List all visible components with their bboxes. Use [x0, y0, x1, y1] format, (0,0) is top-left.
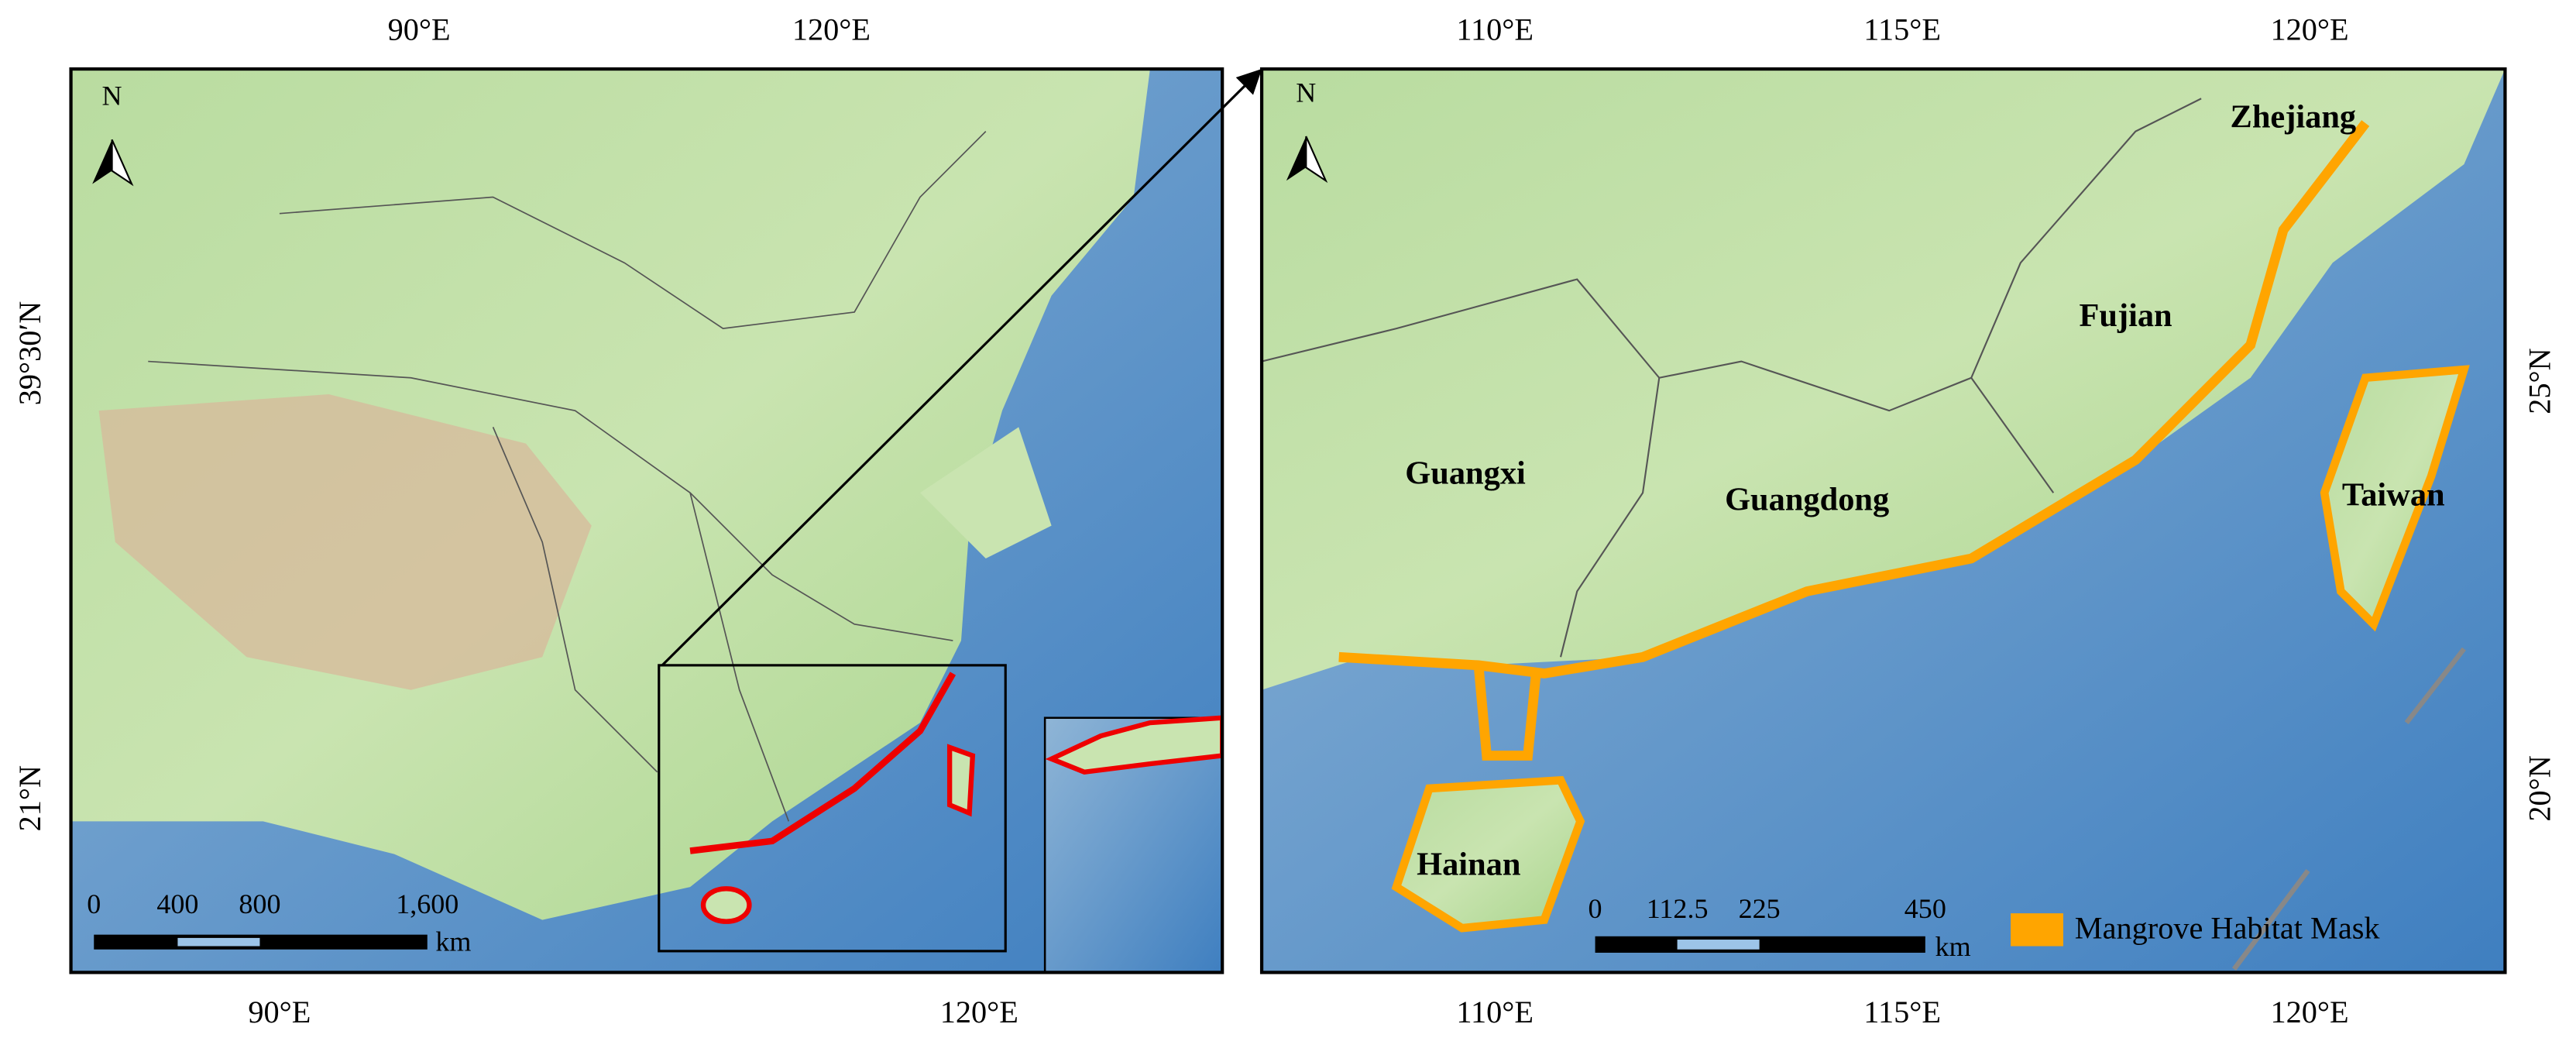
right-frame: [1259, 67, 2507, 974]
scale-label: 0: [1589, 893, 1602, 924]
top-tick-label: 120°E: [2270, 12, 2348, 47]
bottom-tick-label: 110°E: [1456, 995, 1534, 1029]
scale-label: 800: [239, 888, 280, 919]
bottom-tick-label: 90°E: [248, 995, 311, 1029]
region-label: Fujian: [2079, 297, 2172, 334]
bottom-tick-label: 115°E: [1863, 995, 1941, 1029]
top-tick-label: 115°E: [1863, 12, 1941, 47]
top-tick-label: 120°E: [792, 12, 871, 47]
right-tick-label: 25°N: [2522, 348, 2557, 414]
region-label: Zhejiang: [2231, 99, 2357, 136]
scale-label: 225: [1739, 893, 1781, 924]
inset-box: [658, 664, 1007, 953]
right-map-body: [1262, 69, 2506, 973]
scale-label: 112.5: [1647, 893, 1709, 924]
region-label: Guangdong: [1725, 482, 1889, 518]
scale-label: 450: [1905, 893, 1946, 924]
legend-label: Mangrove Habitat Mask: [2075, 911, 2381, 946]
bottom-tick-label: 120°E: [2270, 995, 2348, 1029]
scale-bar: [94, 934, 1925, 953]
legend-swatch: [2011, 913, 2063, 947]
scale-label: 1,600: [396, 888, 459, 919]
scale-unit: km: [1935, 931, 1971, 962]
north-label: N: [1296, 77, 1316, 108]
left-tick-label: 21°N: [12, 765, 47, 831]
left-tick-label: 39°30′N: [12, 301, 47, 406]
right-tick-label: 20°N: [2522, 755, 2557, 821]
north-arrow: [92, 139, 134, 187]
north-label: N: [102, 81, 122, 112]
left-map-body: [70, 69, 1223, 973]
left-frame: [69, 67, 1224, 974]
top-tick-label: 110°E: [1456, 12, 1534, 47]
north-arrow: [1286, 136, 1328, 184]
scale-label: 400: [156, 888, 198, 919]
region-label: Guangxi: [1405, 455, 1526, 492]
region-label: Hainan: [1417, 846, 1520, 882]
zoom-arrow: [661, 68, 1262, 667]
scale-unit: km: [435, 926, 471, 957]
scale-label: 0: [87, 888, 101, 919]
bottom-tick-label: 120°E: [940, 995, 1018, 1029]
top-tick-label: 90°E: [388, 12, 451, 47]
region-label: Taiwan: [2342, 476, 2445, 513]
